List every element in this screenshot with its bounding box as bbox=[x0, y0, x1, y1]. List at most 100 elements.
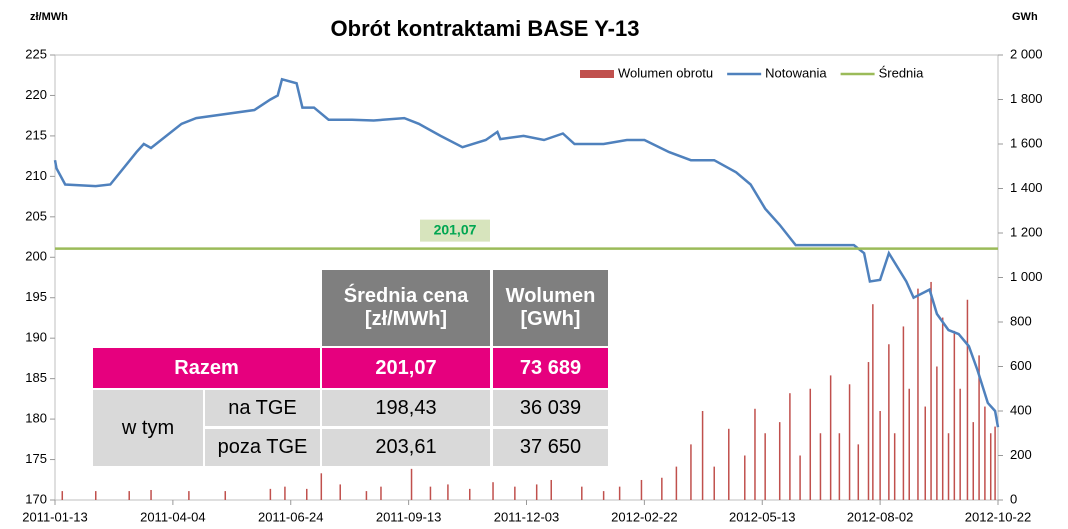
y2-tick-label: 200 bbox=[1010, 447, 1032, 462]
volume-bar bbox=[908, 388, 910, 500]
volume-bar bbox=[728, 428, 730, 500]
y2-tick-label: 0 bbox=[1010, 491, 1017, 506]
volume-bar bbox=[947, 433, 950, 500]
header-text: [zł/MWh] bbox=[364, 308, 448, 330]
volume-bar bbox=[966, 299, 969, 500]
x-tick-label: 2011-09-13 bbox=[376, 509, 442, 524]
y-tick-label: 200 bbox=[25, 249, 47, 264]
volume-bar bbox=[306, 488, 308, 500]
volume-bar bbox=[492, 482, 494, 500]
volume-bar bbox=[867, 362, 870, 500]
volume-bar bbox=[150, 489, 152, 500]
volume-bar bbox=[284, 486, 286, 500]
volume-bar bbox=[872, 304, 874, 500]
y2-tick-label: 1 800 bbox=[1010, 91, 1043, 106]
y2-tick-label: 2 000 bbox=[1010, 46, 1043, 61]
volume-bar bbox=[690, 444, 692, 500]
volume-bar bbox=[468, 488, 471, 500]
price-line bbox=[53, 77, 1000, 428]
x-tick-label: 2011-06-24 bbox=[258, 509, 324, 524]
volume-bar bbox=[535, 484, 538, 500]
volume-bar bbox=[978, 355, 980, 500]
volume-bar bbox=[224, 491, 227, 500]
volume-bar bbox=[930, 281, 932, 500]
y-tick-label: 170 bbox=[25, 491, 47, 506]
volume-bar bbox=[744, 455, 746, 500]
x-tick-label: 2012-05-13 bbox=[729, 509, 796, 524]
volume-bar bbox=[550, 479, 552, 500]
volume-bar bbox=[799, 455, 801, 500]
y-tick-label: 215 bbox=[25, 127, 47, 142]
volume-bar bbox=[380, 486, 382, 500]
volume-bar bbox=[713, 466, 715, 500]
volume-bar bbox=[778, 422, 781, 500]
y-tick-label: 175 bbox=[25, 451, 47, 466]
legend-label: Notowania bbox=[765, 65, 827, 80]
volume-bar bbox=[809, 388, 812, 500]
volume-bar bbox=[514, 486, 516, 500]
volume-bar bbox=[857, 444, 860, 500]
y-tick-label: 195 bbox=[25, 289, 47, 304]
total-volume: 73 689 bbox=[493, 348, 608, 388]
volume-bar bbox=[128, 491, 130, 500]
volume-bar bbox=[94, 491, 97, 500]
volume-bar bbox=[764, 433, 766, 500]
legend-label: Wolumen obrotu bbox=[618, 65, 713, 80]
y-tick-label: 185 bbox=[25, 370, 47, 385]
volume-bar bbox=[893, 433, 896, 500]
row-label: na TGE bbox=[205, 390, 320, 426]
legend-swatch bbox=[580, 70, 614, 78]
header-cell: Wolumen [GWh] bbox=[493, 270, 608, 346]
volume-bar bbox=[320, 473, 323, 500]
group-label: w tym bbox=[93, 390, 203, 466]
average-label: 201,07 bbox=[434, 221, 477, 237]
y2-tick-label: 1 400 bbox=[1010, 180, 1043, 195]
volume-bar bbox=[936, 366, 938, 500]
y-tick-label: 190 bbox=[25, 330, 47, 345]
y2-axis-label: GWh bbox=[1012, 11, 1038, 23]
header-text: Wolumen bbox=[505, 285, 596, 307]
volume-bar bbox=[675, 466, 678, 500]
x-tick-label: 2012-02-22 bbox=[611, 509, 678, 524]
header-text: Średnia cena bbox=[343, 285, 469, 307]
volume-bar bbox=[754, 408, 756, 500]
volume-bar bbox=[879, 411, 881, 500]
row-volume: 37 650 bbox=[493, 429, 608, 466]
y2-tick-label: 400 bbox=[1010, 402, 1032, 417]
volume-bar bbox=[848, 384, 851, 500]
row-price: 198,43 bbox=[322, 390, 490, 426]
y2-tick-label: 800 bbox=[1010, 313, 1032, 328]
y2-tick-label: 1 200 bbox=[1010, 224, 1043, 239]
volume-bar bbox=[902, 326, 905, 500]
volume-bar bbox=[618, 486, 621, 500]
volume-bar bbox=[701, 411, 704, 500]
volume-bar bbox=[953, 330, 956, 500]
y2-tick-label: 600 bbox=[1010, 358, 1032, 373]
volume-bar bbox=[924, 406, 926, 500]
volume-bar bbox=[959, 388, 961, 500]
volume-bar bbox=[339, 484, 341, 500]
volume-bar bbox=[581, 486, 583, 500]
x-tick-label: 2012-10-22 bbox=[965, 509, 1032, 524]
volume-bar bbox=[429, 486, 432, 500]
total-label: Razem bbox=[93, 348, 320, 388]
x-tick-label: 2011-04-04 bbox=[140, 509, 206, 524]
volume-bar bbox=[888, 344, 890, 500]
row-price: 203,61 bbox=[322, 429, 490, 466]
header-text: [GWh] bbox=[520, 308, 581, 330]
volume-bar bbox=[640, 479, 643, 500]
volume-bar bbox=[188, 491, 190, 500]
y-tick-label: 225 bbox=[25, 46, 47, 61]
y-tick-label: 220 bbox=[25, 87, 47, 102]
y2-tick-label: 1 000 bbox=[1010, 269, 1043, 284]
volume-bar bbox=[269, 488, 272, 500]
volume-bar bbox=[789, 393, 791, 500]
volume-bar bbox=[447, 484, 449, 500]
y-tick-label: 205 bbox=[25, 208, 47, 223]
volume-bar bbox=[994, 426, 996, 500]
volume-bar bbox=[61, 491, 64, 500]
chart-title: Obrót kontraktami BASE Y-13 bbox=[331, 16, 640, 41]
volume-bar bbox=[941, 317, 944, 500]
